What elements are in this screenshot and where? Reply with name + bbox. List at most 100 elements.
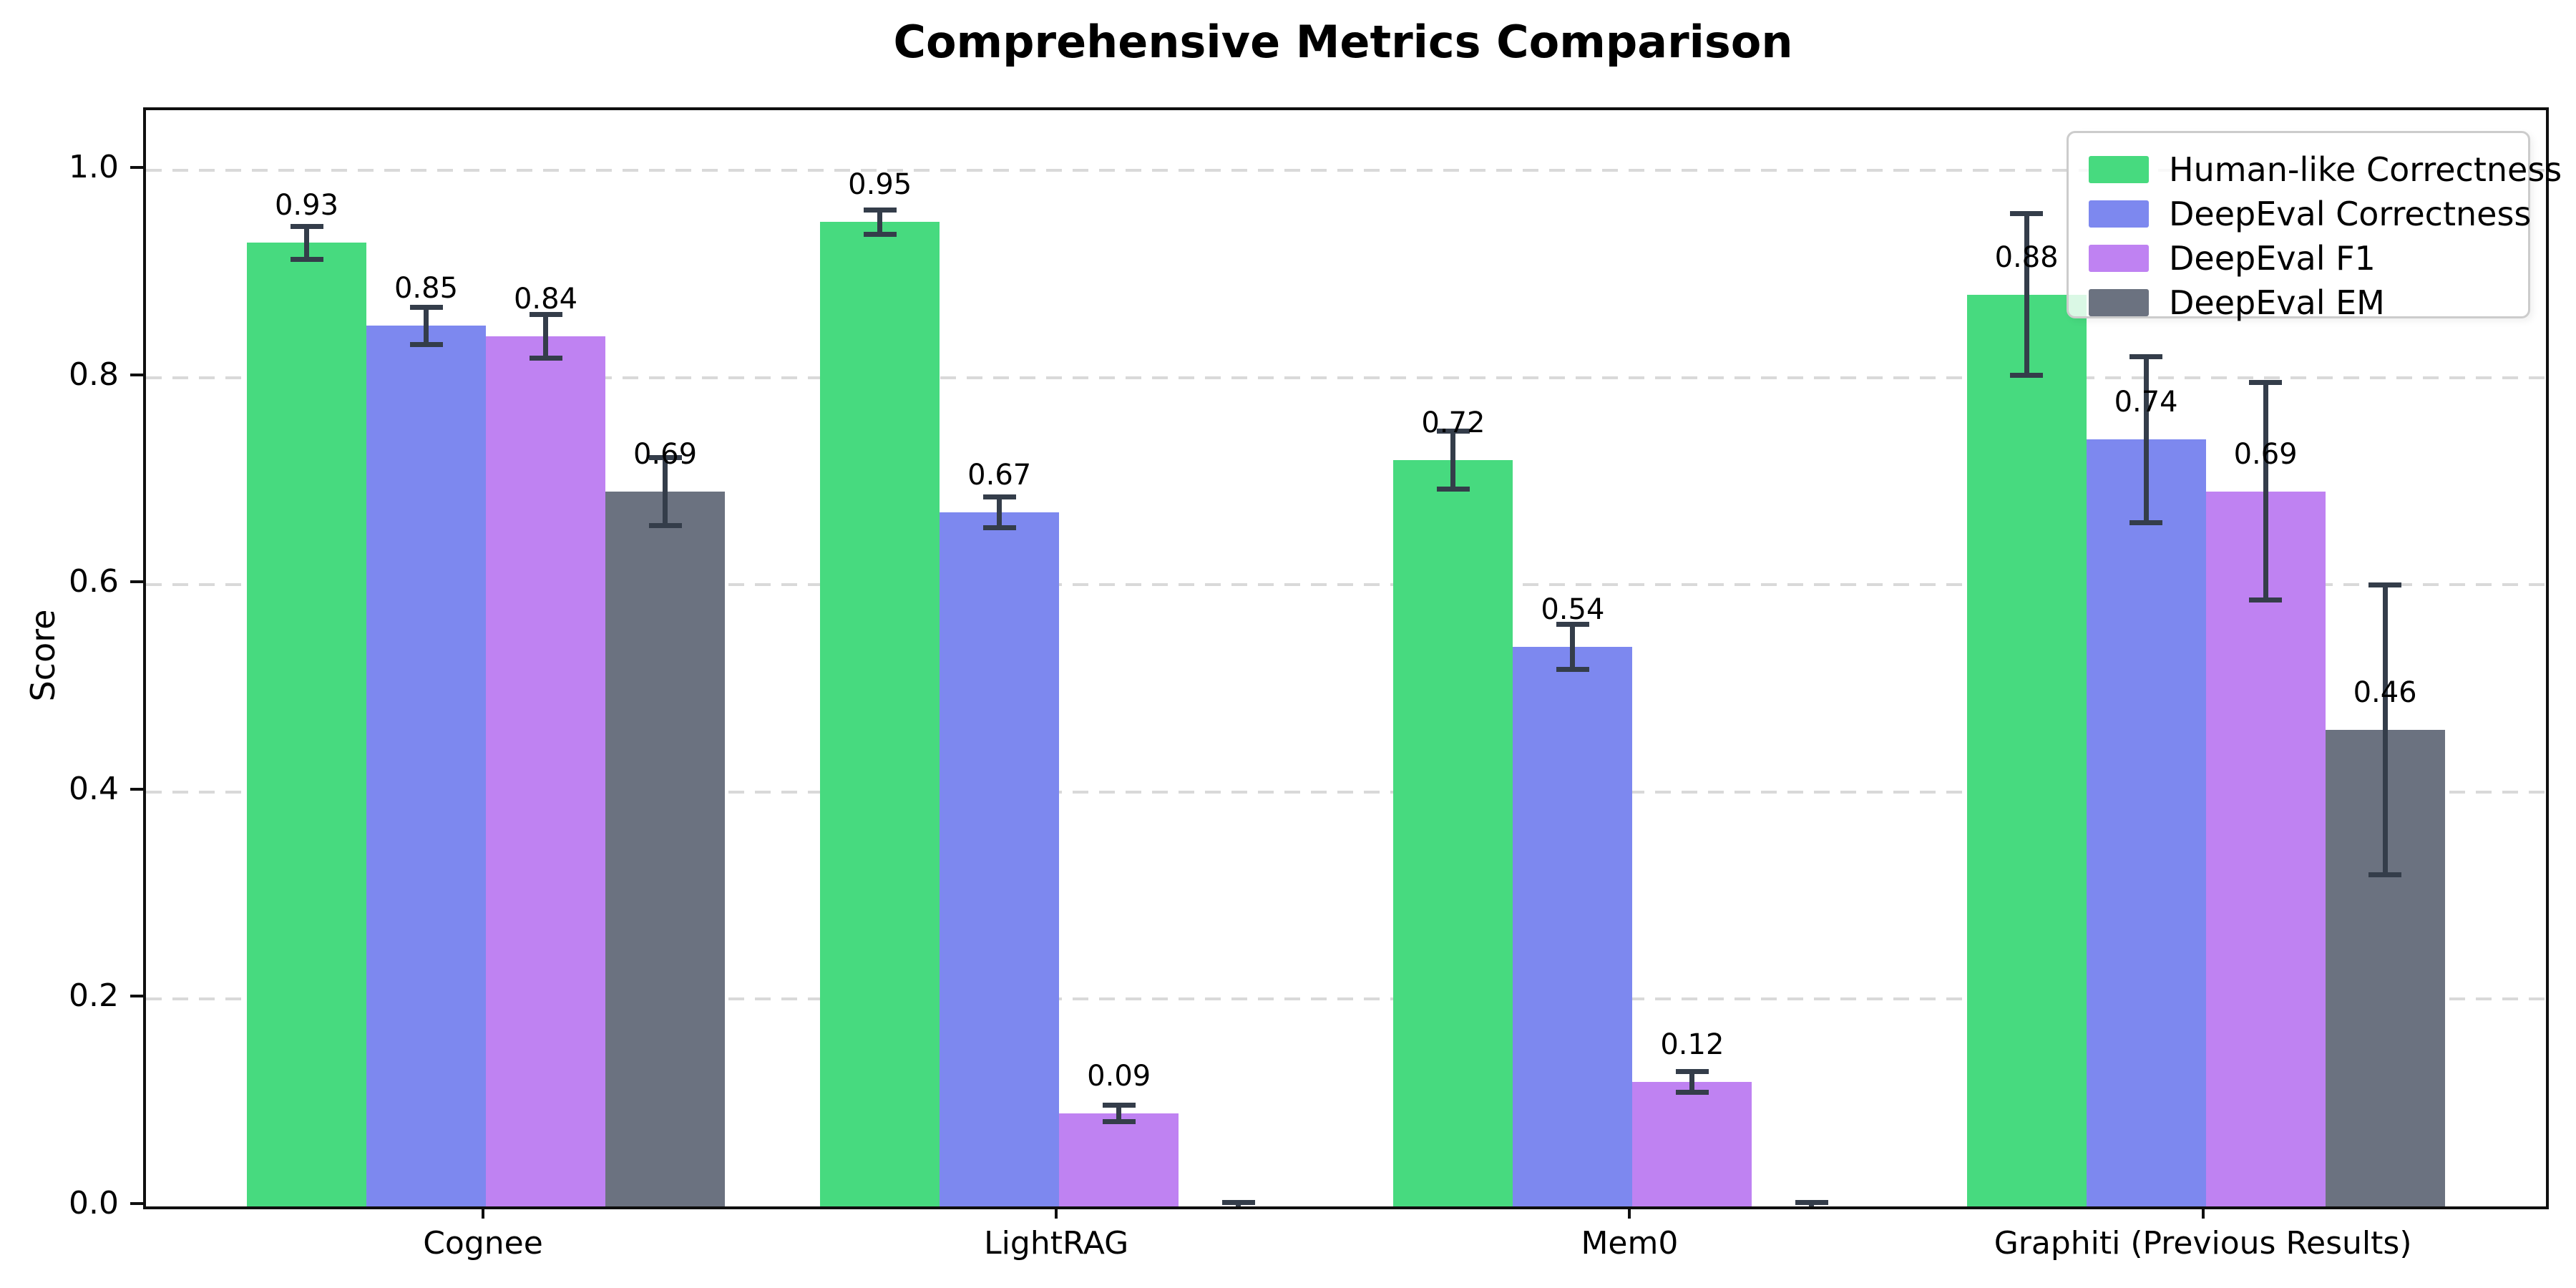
legend-item: DeepEval EM: [2089, 283, 2528, 322]
error-bar-cap: [1102, 1118, 1136, 1124]
legend: Human-like Correctness DeepEval Correctne…: [2067, 131, 2562, 322]
bar: [247, 243, 366, 1206]
error-bar-cap: [982, 525, 1016, 531]
bar: [1393, 460, 1513, 1206]
bar-value-label: 0.93: [274, 189, 339, 223]
bar: [1513, 647, 1633, 1206]
legend-swatch: [2089, 155, 2149, 183]
error-bar-cap: [1675, 1069, 1709, 1075]
bar: [2086, 439, 2206, 1206]
error-bar-cap: [2010, 373, 2044, 379]
error-bar-cap: [2010, 211, 2044, 217]
bar-value-label: 0.46: [2353, 675, 2417, 709]
error-bar: [2263, 382, 2268, 600]
chart-title: Comprehensive Metrics Comparison: [893, 16, 1793, 68]
legend-swatch: [2089, 288, 2149, 316]
error-bar-cap: [409, 341, 443, 347]
error-bar-cap: [2368, 872, 2402, 878]
bar-value-label: 0.69: [633, 437, 698, 471]
error-bar-cap: [290, 223, 323, 229]
bar: [1632, 1082, 1752, 1206]
error-bar: [1116, 1105, 1122, 1122]
error-bar-cap: [1222, 1208, 1255, 1209]
bar-value-label: 0.67: [967, 458, 1032, 492]
bar-value-label: 0.72: [1421, 406, 1485, 440]
gridline: [146, 376, 2546, 379]
bar-value-label: 0.88: [1994, 240, 2059, 274]
x-tick-label: Cognee: [423, 1225, 543, 1262]
error-bar-cap: [2368, 582, 2402, 587]
y-tick-label: 0.0: [69, 1185, 119, 1221]
error-bar-cap: [1675, 1090, 1709, 1096]
x-tick-label: Mem0: [1581, 1225, 1679, 1262]
y-tick-label: 0.2: [69, 977, 119, 1015]
legend-swatch: [2089, 200, 2149, 228]
y-tick-label: 0.8: [69, 356, 119, 393]
bar-value-label: 0.74: [2114, 386, 2178, 419]
error-bar: [1570, 624, 1576, 670]
error-bar-cap: [1795, 1208, 1828, 1209]
error-bar-cap: [1436, 487, 1470, 492]
error-bar-cap: [290, 257, 323, 262]
error-bar-cap: [2249, 380, 2283, 386]
x-tick-label: Graphiti (Previous Results): [1994, 1225, 2412, 1262]
error-bar-cap: [1436, 429, 1470, 434]
error-bar-cap: [648, 523, 682, 529]
error-bar: [543, 314, 548, 358]
bar: [366, 326, 486, 1206]
error-bar-cap: [409, 304, 443, 310]
bar: [940, 512, 1060, 1206]
error-bar: [2143, 356, 2149, 523]
error-bar-cap: [1795, 1199, 1828, 1205]
y-tick-mark: [130, 995, 143, 998]
error-bar-cap: [2129, 354, 2163, 360]
error-bar: [2024, 213, 2029, 376]
error-bar-cap: [1556, 621, 1589, 627]
error-bar: [424, 307, 429, 345]
legend-item: DeepEval F1: [2089, 238, 2528, 278]
y-tick-label: 0.4: [69, 770, 119, 807]
bar-value-label: 0.12: [1660, 1028, 1724, 1062]
error-bar-cap: [863, 232, 897, 238]
error-bar-cap: [648, 454, 682, 460]
error-bar: [877, 210, 883, 235]
error-bar: [663, 457, 668, 526]
bar-value-label: 0.69: [2233, 437, 2298, 471]
gridline: [146, 997, 2546, 1001]
y-tick-mark: [130, 787, 143, 791]
bar-value-label: 0.84: [513, 282, 578, 316]
error-bar-cap: [1102, 1102, 1136, 1108]
gridline: [146, 168, 2546, 172]
y-axis-label: Score: [24, 609, 62, 702]
error-bar: [2382, 585, 2388, 875]
legend-item: DeepEval Correctness: [2089, 194, 2532, 233]
error-bar: [1689, 1071, 1695, 1093]
bar: [2205, 491, 2326, 1206]
error-bar-cap: [1556, 667, 1589, 673]
x-tick-mark: [1628, 1206, 1631, 1219]
bar-value-label: 0.95: [848, 168, 912, 202]
x-tick-mark: [482, 1206, 484, 1219]
legend-label: Human-like Correctness: [2169, 150, 2562, 189]
y-tick-mark: [130, 580, 143, 584]
bar: [1966, 294, 2087, 1206]
error-bar-cap: [2129, 519, 2163, 525]
x-tick-mark: [2201, 1206, 2205, 1219]
gridline: [146, 583, 2546, 587]
bar: [1059, 1113, 1179, 1206]
error-bar-cap: [982, 494, 1016, 499]
error-bar-cap: [863, 207, 897, 213]
legend-label: DeepEval Correctness: [2169, 194, 2532, 233]
y-tick-mark: [130, 1202, 143, 1205]
x-tick-mark: [1055, 1206, 1058, 1219]
gridline: [146, 790, 2546, 794]
legend-swatch: [2089, 244, 2149, 272]
error-bar: [304, 226, 309, 260]
y-tick-label: 1.0: [69, 148, 119, 185]
legend-label: DeepEval F1: [2169, 238, 2376, 278]
error-bar: [1450, 431, 1456, 489]
bar: [486, 336, 605, 1206]
error-bar: [997, 497, 1002, 528]
bar: [605, 491, 725, 1206]
